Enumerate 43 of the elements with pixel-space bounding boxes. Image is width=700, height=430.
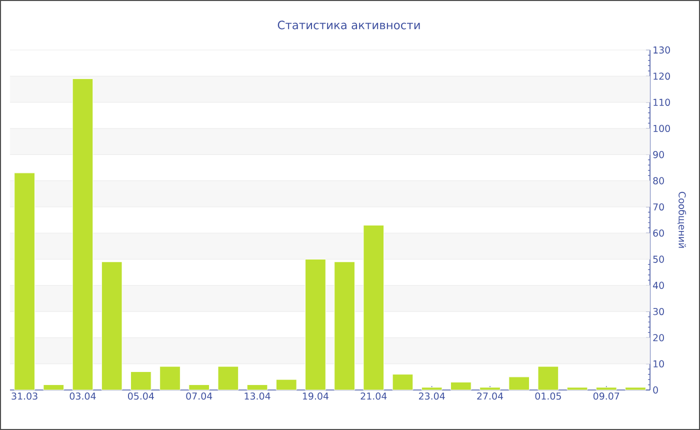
bar [625,387,646,390]
x-tick-label: 23.04 [418,392,445,400]
x-tick-label: 03.04 [70,392,96,400]
y-tick-label: 120 [654,72,670,80]
bar [538,366,559,390]
x-tick-label: 09.07 [593,392,620,400]
x-tick-label: 21.04 [360,392,387,400]
bar [130,371,152,390]
bar [508,376,530,390]
bar [450,382,472,390]
y-tick-label: 20 [653,334,664,342]
y-tick-label: 70 [653,203,664,211]
y-tick-label: 110 [654,98,670,106]
bar [392,374,414,390]
chart-title: Статистика активности [278,20,420,30]
bar [43,384,64,390]
bar [421,387,442,390]
y-tick-label: 100 [654,124,670,132]
bar [276,379,297,390]
bar [480,387,500,390]
y-tick-label: 130 [654,46,670,54]
x-tick-label: 01.05 [535,392,561,400]
y-tick-label: 50 [653,256,664,263]
bar [160,366,180,390]
x-tick-label: 13.04 [244,392,270,400]
x-tick-label: 31.03 [12,392,38,400]
y-tick-label: 90 [653,151,664,158]
bar [188,384,210,390]
bar [596,387,617,390]
y-axis-title: Сообщений [677,192,686,248]
x-tick-label: 19.04 [302,392,328,400]
bar [566,387,588,390]
bar [246,384,268,390]
x-tick-label: 07.04 [186,392,212,400]
y-tick-label: 80 [653,177,664,184]
bar [218,366,239,390]
y-tick-label: 0 [653,386,658,394]
y-tick-label: 60 [653,229,664,237]
y-tick-label: 30 [653,308,664,316]
y-tick-label: 10 [654,360,664,368]
y-tick-label: 40 [653,282,664,289]
x-tick-label: 27.04 [477,392,504,400]
x-tick-label: 05.04 [128,392,154,400]
